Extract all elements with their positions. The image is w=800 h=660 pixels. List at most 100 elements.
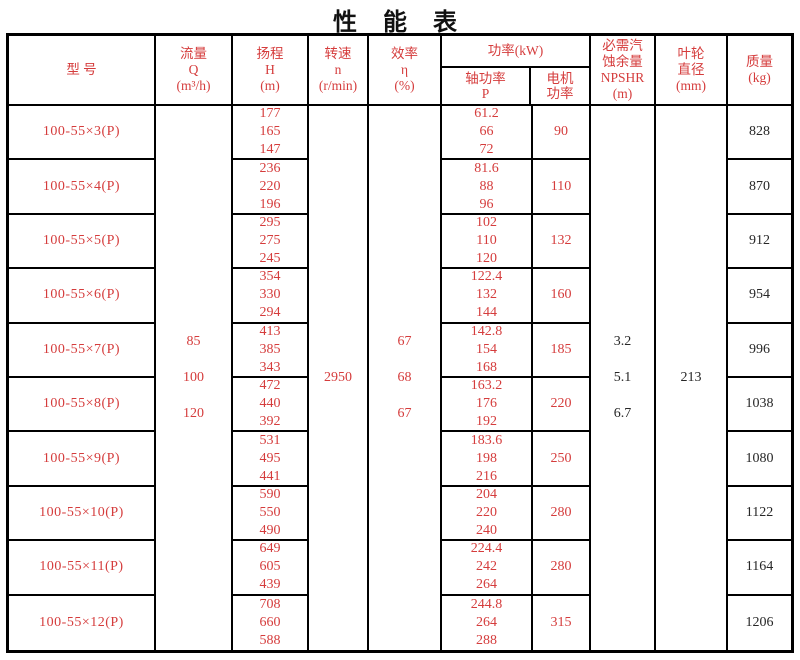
head-value: 495 xyxy=(259,450,281,466)
head-value: 472 xyxy=(259,378,281,394)
shaft-power-value: 81.6 xyxy=(474,160,499,176)
mass-value: 954 xyxy=(749,287,770,303)
head-value: 275 xyxy=(259,233,281,248)
header-label: (r/min) xyxy=(318,78,358,93)
shaft-power-cell: 122.4 132 144 xyxy=(442,269,533,324)
head-value: 588 xyxy=(259,632,281,648)
shaft-power-value: 120 xyxy=(476,251,497,266)
shaft-power-cell: 183.6 198 216 xyxy=(442,432,533,487)
head-value: 147 xyxy=(259,142,281,158)
shaft-power-value: 144 xyxy=(476,305,497,321)
mass-cell: 954 xyxy=(728,269,791,324)
motor-power-cell: 185 xyxy=(533,323,591,378)
head-value: 550 xyxy=(259,505,281,520)
shaft-power-value: 216 xyxy=(476,468,497,484)
head-value: 660 xyxy=(259,614,281,630)
head-value: 413 xyxy=(259,323,281,339)
motor-power-value: 280 xyxy=(550,559,572,575)
model-cell: 100-55×8(P) xyxy=(9,378,156,433)
motor-power-cell: 110 xyxy=(533,160,591,215)
header-label: η xyxy=(400,62,409,77)
header-impeller: 叶轮 直径 (mm) xyxy=(656,36,728,106)
mass-value: 870 xyxy=(749,178,770,194)
header-label: 必需汽 xyxy=(602,38,643,53)
header-label: (m³/h) xyxy=(176,78,211,93)
model-value: 100-55×8(P) xyxy=(42,396,121,412)
header-speed: 转速 n (r/min) xyxy=(309,36,369,106)
head-values-cell: 177 165 147 xyxy=(233,106,309,161)
header-label: 功率 xyxy=(546,86,574,101)
head-value: 236 xyxy=(259,160,281,176)
header-label: n xyxy=(334,62,342,77)
shaft-power-cell: 244.8 264 288 xyxy=(442,595,533,650)
motor-power-cell: 280 xyxy=(533,486,591,542)
efficiency-value: 67 xyxy=(397,334,412,349)
speed-value-cell: 2950 xyxy=(309,106,369,650)
head-value: 439 xyxy=(259,577,281,593)
flow-value: 120 xyxy=(183,406,204,421)
header-label: 效率 xyxy=(391,46,418,61)
mass-cell: 1164 xyxy=(728,541,791,596)
motor-power-cell: 90 xyxy=(533,106,591,161)
impeller-value: 213 xyxy=(680,370,702,385)
shaft-power-value: 110 xyxy=(476,233,497,248)
shaft-power-value: 224.4 xyxy=(470,541,503,557)
head-value: 590 xyxy=(259,487,281,502)
mass-cell: 870 xyxy=(728,160,791,215)
mass-cell: 912 xyxy=(728,215,791,270)
head-value: 294 xyxy=(259,305,281,321)
flow-value: 100 xyxy=(183,370,204,385)
head-value: 441 xyxy=(259,468,281,484)
motor-power-cell: 160 xyxy=(533,269,591,324)
head-value: 165 xyxy=(259,124,281,140)
header-power-kw: 功率(kW) xyxy=(442,36,589,68)
shaft-power-value: 132 xyxy=(476,287,497,303)
header-npshr: 必需汽 蚀余量 NPSHR (m) xyxy=(591,36,656,106)
head-value: 649 xyxy=(259,541,281,557)
motor-power-value: 132 xyxy=(550,232,572,248)
shaft-power-value: 66 xyxy=(479,124,494,140)
model-cell: 100-55×4(P) xyxy=(9,160,156,215)
mass-cell: 1038 xyxy=(728,378,791,433)
header-label: Q xyxy=(188,62,199,77)
model-cell: 100-55×10(P) xyxy=(9,486,156,542)
head-values-cell: 236 220 196 xyxy=(233,160,309,215)
shaft-power-value: 240 xyxy=(476,523,497,538)
shaft-power-value: 183.6 xyxy=(470,432,503,448)
shaft-power-value: 122.4 xyxy=(470,269,503,285)
model-cell: 100-55×3(P) xyxy=(9,106,156,161)
shaft-power-cell: 204 220 240 xyxy=(442,486,533,542)
shaft-power-cell: 81.6 88 96 xyxy=(442,160,533,215)
head-values-cell: 295 275 245 xyxy=(233,214,309,270)
header-label: (kg) xyxy=(748,70,771,85)
power-subheaders: 轴功率 P 电机 功率 xyxy=(442,68,589,104)
header-shaft-power: 轴功率 P xyxy=(442,68,531,104)
motor-power-value: 315 xyxy=(550,614,572,630)
header-label: 流量 xyxy=(180,46,207,61)
header-model: 型 号 xyxy=(9,36,156,106)
head-value: 295 xyxy=(259,215,281,230)
shaft-power-value: 242 xyxy=(476,559,497,575)
shaft-power-value: 264 xyxy=(476,577,497,593)
motor-power-value: 220 xyxy=(550,396,572,412)
header-label: (mm) xyxy=(676,78,706,93)
shaft-power-value: 176 xyxy=(476,396,497,412)
mass-value: 912 xyxy=(749,232,770,248)
head-value: 330 xyxy=(259,287,281,303)
motor-power-cell: 315 xyxy=(533,595,591,650)
shaft-power-value: 220 xyxy=(476,505,497,520)
mass-value: 828 xyxy=(749,124,770,140)
head-value: 490 xyxy=(259,523,281,538)
header-label: 叶轮 xyxy=(677,46,705,61)
model-value: 100-55×12(P) xyxy=(39,614,124,630)
header-label: NPSHR xyxy=(600,70,645,85)
head-values-cell: 590 550 490 xyxy=(233,486,309,542)
model-cell: 100-55×9(P) xyxy=(9,432,156,487)
shaft-power-cell: 102 110 120 xyxy=(442,214,533,270)
model-cell: 100-55×12(P) xyxy=(9,595,156,650)
head-value: 343 xyxy=(259,359,281,375)
header-label: H xyxy=(265,62,275,77)
shaft-power-value: 88 xyxy=(479,178,494,194)
header-label: 直径 xyxy=(677,62,705,77)
head-value: 385 xyxy=(259,341,281,357)
